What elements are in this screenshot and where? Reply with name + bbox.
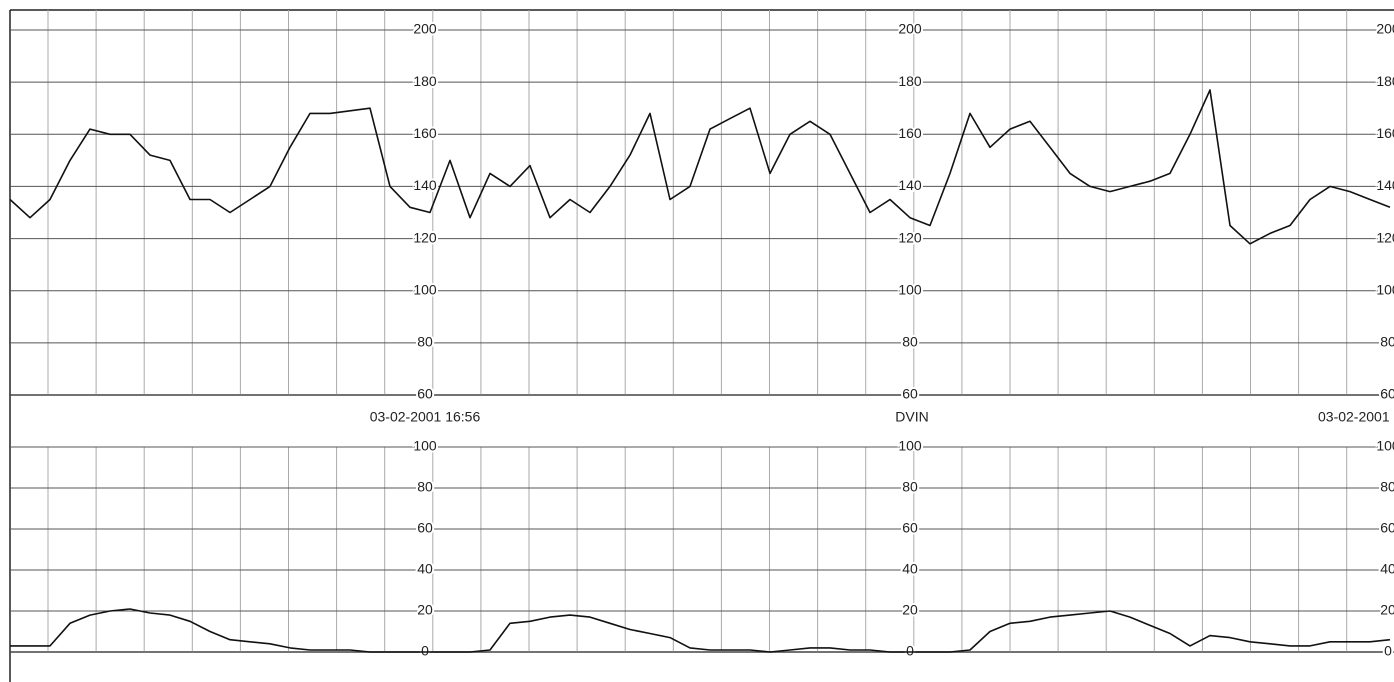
- trace-line: [9, 89, 1391, 245]
- y-tick-label: 100: [413, 438, 437, 454]
- y-tick-label: 120: [413, 229, 437, 245]
- y-tick-label: 40: [902, 561, 918, 577]
- y-tick-label: 100: [1376, 281, 1394, 297]
- y-tick-label: 20: [902, 602, 918, 618]
- y-tick-label: 200: [413, 21, 437, 37]
- y-tick-label: 60: [902, 386, 918, 402]
- y-tick-label: 160: [898, 125, 922, 141]
- y-tick-label: 60: [417, 520, 433, 536]
- y-tick-label: 140: [1376, 177, 1394, 193]
- y-tick-label: 180: [898, 73, 922, 89]
- y-tick-label: 160: [1376, 125, 1394, 141]
- y-tick-label: 180: [1376, 73, 1394, 89]
- y-tick-label: 40: [417, 561, 433, 577]
- y-tick-label: 60: [902, 520, 918, 536]
- y-tick-label: 0: [421, 643, 429, 659]
- y-tick-label: 60: [417, 386, 433, 402]
- y-tick-label: 80: [417, 479, 433, 495]
- y-tick-label: 60: [1380, 386, 1394, 402]
- y-tick-label: 40: [1380, 561, 1394, 577]
- trace-line: [10, 608, 1391, 653]
- speed-label: DVIN: [895, 409, 928, 425]
- y-tick-label: 60: [1380, 520, 1394, 536]
- y-tick-label: 0: [1384, 643, 1392, 659]
- date-label: 03-02-2001 16:56: [370, 409, 481, 425]
- y-tick-label: 100: [898, 281, 922, 297]
- y-tick-label: 80: [1380, 334, 1394, 350]
- y-tick-label: 80: [902, 479, 918, 495]
- y-tick-label: 200: [898, 21, 922, 37]
- y-tick-label: 200: [1376, 21, 1394, 37]
- y-tick-label: 160: [413, 125, 437, 141]
- y-tick-label: 120: [898, 229, 922, 245]
- y-tick-label: 140: [898, 177, 922, 193]
- y-tick-label: 80: [417, 334, 433, 350]
- y-tick-label: 120: [1376, 229, 1394, 245]
- y-tick-label: 100: [1376, 438, 1394, 454]
- y-tick-label: 80: [902, 334, 918, 350]
- y-tick-label: 20: [417, 602, 433, 618]
- y-tick-label: 100: [413, 281, 437, 297]
- date-label: 03-02-2001 16:56: [1318, 409, 1394, 425]
- y-tick-label: 140: [413, 177, 437, 193]
- y-tick-label: 0: [906, 643, 914, 659]
- y-tick-label: 180: [413, 73, 437, 89]
- y-tick-label: 100: [898, 438, 922, 454]
- y-tick-label: 20: [1380, 602, 1394, 618]
- y-tick-label: 80: [1380, 479, 1394, 495]
